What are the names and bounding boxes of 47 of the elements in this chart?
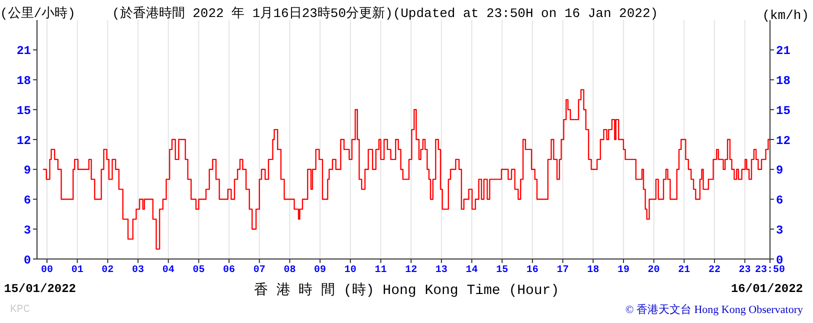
y2-tick-label: 6 (776, 194, 784, 208)
y2-tick-label: 3 (776, 223, 784, 238)
x-tick-label: 02 (102, 265, 114, 276)
x-tick-label: 15 (496, 265, 508, 276)
x-axis-title: 香 港 時 間 (時) Hong Kong Time (Hour) (254, 283, 560, 299)
y-tick-label: 9 (24, 164, 31, 178)
x-tick-label: 05 (192, 265, 205, 276)
x-tick-label: 22 (708, 265, 720, 276)
x-tick-label: 07 (253, 265, 266, 276)
y2-tick-label: 15 (776, 104, 790, 118)
x-tick-label: 11 (374, 265, 387, 276)
text: 15/01/2022 (4, 282, 76, 296)
text: 16/01/2022 (730, 282, 803, 296)
y2-tick-label: 12 (776, 134, 790, 148)
y-tick-label: 0 (24, 253, 31, 268)
x-tick-label: 12 (405, 265, 418, 276)
y-tick-label: 6 (24, 194, 31, 208)
y-tick-label: 12 (16, 134, 31, 148)
x-tick-label: 13 (435, 265, 448, 276)
y2-axis-title: (km/h) (762, 8, 809, 23)
x-tick-label: 23 (738, 265, 751, 276)
x-tick-label: 19 (617, 265, 630, 276)
x-tick-label: 18 (587, 265, 600, 276)
x-tick-label: 14 (466, 265, 478, 276)
x-tick-label: 04 (162, 265, 174, 276)
x-tick-label: 17 (556, 265, 569, 276)
x-tick-label: 08 (284, 265, 296, 276)
chart-title: (於香港時間 2022 年 1月16日23時50分更新)(Updated at 23:50H on 16 Jan 2022) (112, 5, 658, 22)
x-tick-label: 06 (223, 265, 236, 276)
x-tick-label: 00 (41, 265, 54, 276)
x-tick-label: 20 (648, 265, 660, 276)
y-tick-label: 18 (16, 74, 31, 88)
x-tick-label: 03 (132, 265, 144, 276)
x-tick-label: 10 (344, 265, 356, 276)
x-tick-label: 09 (314, 265, 326, 276)
y2-tick-label: 9 (776, 164, 784, 178)
y2-tick-label: 18 (776, 74, 790, 88)
x-tick-label: 01 (71, 265, 84, 276)
x-tick-label: 21 (678, 265, 690, 276)
text: © 香港天文台 Hong Kong Observatory (625, 302, 803, 317)
y-tick-label: 21 (16, 44, 31, 58)
y-axis-title: (公里/小時) (0, 5, 76, 22)
y2-tick-label: 21 (776, 44, 790, 58)
y-tick-label: 15 (16, 104, 31, 118)
y-tick-label: 3 (24, 223, 31, 238)
x-tick-label: 23:50 (754, 265, 786, 276)
x-tick-label: 16 (526, 265, 538, 276)
